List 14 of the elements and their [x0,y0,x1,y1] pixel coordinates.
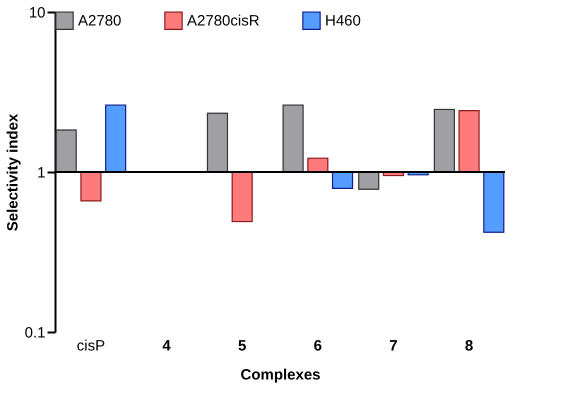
legend-label: A2780cisR [187,12,260,30]
legend-label: H460 [325,12,361,30]
y-tick-label: 1 [37,164,46,182]
x-axis-title: Complexes [240,366,321,384]
x-tick-label: 6 [314,338,322,354]
x-tick-label: 8 [464,338,474,354]
x-tick-label: cisP [76,338,106,354]
x-tick-label: 7 [389,338,398,354]
legend-label: A2780 [78,12,122,30]
x-tick-label: 4 [162,338,172,354]
x-tick-label: 5 [238,338,246,354]
y-tick-label: 0.1 [24,324,46,342]
y-axis-title: Selectivity index [4,113,22,232]
y-tick-label: 10 [28,4,46,22]
